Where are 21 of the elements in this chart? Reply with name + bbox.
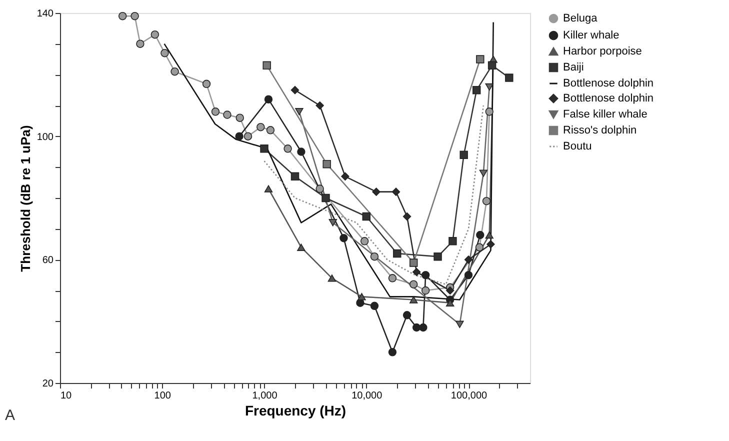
legend-label: False killer whale: [563, 108, 648, 120]
x-tick-label: 1,000: [252, 390, 278, 402]
legend-label: Bottlenose dolphin: [563, 92, 654, 104]
x-tick-label: 10,000: [352, 390, 383, 402]
text: A: [5, 407, 16, 424]
y-axis-title: Threshold (dB re 1 uPa): [18, 125, 33, 272]
x-tick-label: 100,000: [450, 390, 488, 402]
y-tick-label: 60: [42, 255, 54, 266]
x-axis-title: Frequency (Hz): [244, 402, 346, 418]
legend-label: Boutu: [563, 140, 592, 152]
legend-label: Risso's dolphin: [563, 124, 637, 136]
x-tick-label: 10: [60, 390, 72, 402]
legend-label: Baiji: [563, 62, 584, 74]
legend-label: Beluga: [563, 12, 598, 24]
y-tick-label: 100: [36, 132, 54, 143]
x-tick-label: 100: [154, 390, 172, 402]
legend-label: Bottlenose dolphin: [563, 78, 654, 90]
y-tick-label: 140: [36, 8, 54, 20]
legend-label: Harbor porpoise: [563, 46, 642, 58]
y-tick-label: 20: [42, 378, 54, 390]
legend-label: Killer whale: [563, 30, 620, 42]
